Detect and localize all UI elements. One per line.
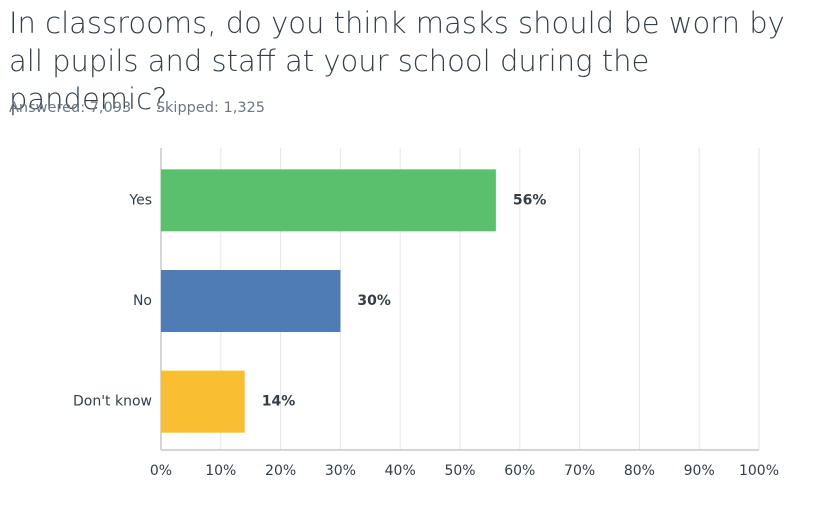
x-tick-label: 30% — [325, 463, 356, 479]
x-tick-label: 0% — [150, 463, 172, 479]
answered-count: Answered: 7,093 — [9, 100, 132, 116]
y-tick-label: No — [133, 293, 152, 309]
y-tick-label: Don't know — [73, 394, 152, 410]
x-tick-label: 80% — [624, 463, 655, 479]
skipped-count: Skipped: 1,325 — [155, 100, 265, 116]
x-tick-label: 90% — [684, 463, 715, 479]
bar — [161, 370, 245, 433]
x-tick-label: 70% — [564, 463, 595, 479]
x-tick-label: 40% — [385, 463, 416, 479]
x-tick-label: 100% — [739, 463, 779, 479]
x-tick-label: 20% — [265, 463, 296, 479]
x-tick-label: 50% — [444, 463, 475, 479]
value-label: 56% — [513, 192, 547, 208]
response-stats: Answered: 7,093 Skipped: 1,325 — [9, 100, 285, 116]
x-tick-label: 60% — [504, 463, 535, 479]
chart-title: In classrooms, do you think masks should… — [9, 6, 785, 116]
x-tick-label: 10% — [205, 463, 236, 479]
bar — [161, 270, 341, 332]
value-label: 14% — [262, 394, 296, 410]
y-tick-label: Yes — [128, 192, 152, 208]
bar — [161, 169, 496, 232]
value-label: 30% — [357, 293, 391, 309]
